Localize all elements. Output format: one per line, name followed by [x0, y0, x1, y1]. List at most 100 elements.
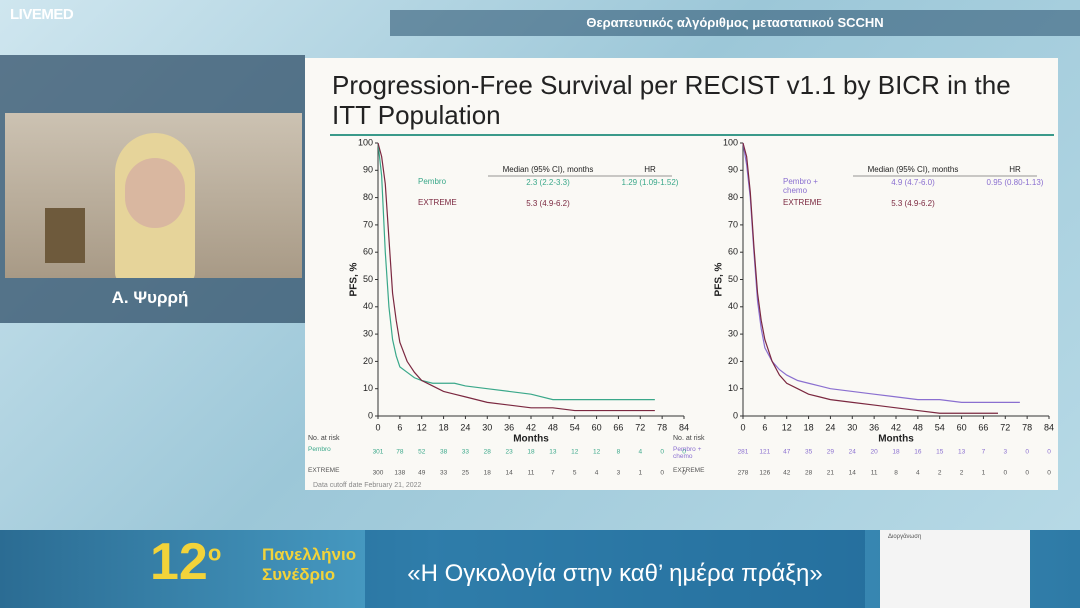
- risk-name-cell: Pembro + chemo: [673, 446, 701, 460]
- x-tick-label: 18: [804, 422, 814, 432]
- survival-curve: [377, 142, 655, 412]
- at-risk-count: 42: [783, 470, 791, 477]
- legend-cell: Pembro: [418, 177, 446, 186]
- degree: ο: [207, 540, 222, 566]
- at-risk-count: 121: [759, 449, 770, 456]
- at-risk-count: 8: [894, 470, 898, 477]
- at-risk-count: 301: [373, 449, 384, 456]
- x-tick-label: 6: [762, 422, 767, 432]
- at-risk-count: 18: [527, 449, 535, 456]
- y-axis-label: PFS, %: [349, 262, 360, 296]
- at-risk-count: 126: [759, 470, 770, 477]
- y-tick-label: 40: [728, 301, 738, 311]
- legend-cell: EXTREME: [418, 198, 457, 207]
- y-tick-label: 0: [368, 410, 373, 420]
- y-tick-label: 30: [363, 328, 373, 338]
- number: 12: [150, 533, 208, 591]
- at-risk-count: 33: [440, 470, 448, 477]
- lamp: [45, 208, 85, 263]
- table-header: Median (95% CI), months: [503, 165, 594, 174]
- y-tick-label: 90: [363, 165, 373, 175]
- at-risk-count: 11: [871, 470, 878, 477]
- at-risk-count: 138: [394, 470, 405, 477]
- x-tick-label: 84: [679, 422, 689, 432]
- y-tick-label: 60: [728, 247, 738, 257]
- x-tick-label: 72: [1000, 422, 1010, 432]
- median: 4.9 (4.7-6.0): [891, 178, 935, 187]
- hazard-ratio: 1.29 (1.09-1.52): [622, 178, 679, 187]
- session-bar: [390, 10, 1080, 36]
- at-risk-count: 0: [660, 449, 664, 456]
- at-risk-count: 28: [805, 470, 813, 477]
- x-tick-label: 66: [978, 422, 988, 432]
- at-risk-count: 52: [418, 449, 426, 456]
- x-tick-label: 42: [526, 422, 536, 432]
- organizer-label: Διοργάνωση: [888, 534, 922, 540]
- footnote: Data cutoff date February 21, 2022: [313, 482, 422, 489]
- y-axis-label: PFS, %: [714, 262, 725, 296]
- at-risk-count: 14: [506, 470, 514, 477]
- legend-label: EXTREME: [418, 198, 457, 207]
- y-tick-label: 70: [363, 219, 373, 229]
- x-tick-label: 36: [869, 422, 879, 432]
- x-tick-label: 72: [635, 422, 645, 432]
- x-tick-label: 0: [740, 422, 745, 432]
- at-risk-count: 281: [738, 449, 749, 456]
- at-risk-count: 29: [827, 449, 835, 456]
- y-tick-label: 40: [363, 301, 373, 311]
- at-risk-count: 28: [484, 449, 492, 456]
- x-tick-label: 48: [913, 422, 923, 432]
- at-risk-count: 38: [440, 449, 448, 456]
- x-tick-label: 12: [782, 422, 792, 432]
- at-risk-count: 8: [617, 449, 621, 456]
- x-tick-label: 0: [375, 422, 380, 432]
- risk-row-label: EXTREME: [673, 467, 705, 474]
- banner-motto: «Η Ογκολογία στην καθ’ ημέρα πράξη»: [407, 560, 823, 587]
- legend-label: Pembro + chemo: [783, 177, 818, 195]
- speaker-face: [125, 158, 185, 228]
- at-risk-count: 12: [571, 449, 579, 456]
- at-risk-count: 16: [914, 449, 922, 456]
- legend-cell: Pembro + chemo: [783, 177, 818, 195]
- y-tick-label: 70: [728, 219, 738, 229]
- at-risk-count: 0: [1047, 449, 1051, 456]
- at-risk-count: 33: [462, 449, 470, 456]
- table-header: Median (95% CI), months: [868, 165, 959, 174]
- y-tick-label: 30: [728, 328, 738, 338]
- x-tick-label: 42: [891, 422, 901, 432]
- title-rule: [330, 134, 1054, 136]
- at-risk-count: 13: [549, 449, 557, 456]
- at-risk-count: 25: [462, 470, 470, 477]
- at-risk-count: 3: [617, 470, 621, 477]
- slide: [305, 58, 1058, 490]
- at-risk-count: 1: [638, 470, 642, 477]
- banner-number: 12ο: [150, 532, 221, 592]
- at-risk-count: 18: [484, 470, 492, 477]
- x-tick-label: 54: [570, 422, 580, 432]
- at-risk-count: 11: [528, 470, 535, 477]
- x-axis-label: Months: [878, 434, 914, 445]
- at-risk-count: 20: [871, 449, 879, 456]
- x-tick-label: 12: [417, 422, 427, 432]
- x-tick-label: 84: [1044, 422, 1054, 432]
- x-tick-label: 18: [439, 422, 449, 432]
- at-risk-count: 49: [418, 470, 426, 477]
- y-tick-label: 10: [363, 383, 373, 393]
- at-risk-count: 2: [938, 470, 942, 477]
- y-tick-label: 20: [728, 356, 738, 366]
- at-risk-count: 4: [916, 470, 920, 477]
- y-tick-label: 50: [728, 274, 738, 284]
- at-risk-count: 4: [638, 449, 642, 456]
- no-at-risk-label: No. at risk: [308, 435, 340, 442]
- y-tick-label: 50: [363, 274, 373, 284]
- at-risk-count: 3: [1003, 449, 1007, 456]
- median: 5.3 (4.9-6.2): [526, 199, 570, 208]
- y-tick-label: 100: [358, 137, 373, 147]
- motto-box: [365, 530, 865, 608]
- x-tick-label: 78: [1022, 422, 1032, 432]
- banner-congress: Πανελλήνιο Συνέδριο: [262, 545, 357, 584]
- at-risk-count: 0: [682, 449, 686, 456]
- x-tick-label: 60: [592, 422, 602, 432]
